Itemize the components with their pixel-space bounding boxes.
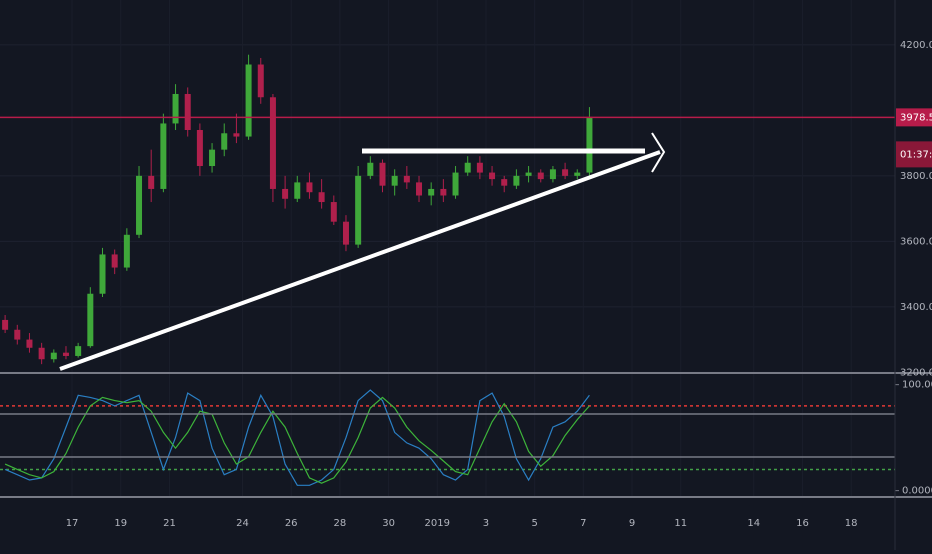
arrow-head <box>651 132 666 173</box>
candle-body <box>367 162 374 176</box>
candle-body <box>464 162 471 173</box>
candle-body <box>403 175 410 183</box>
x-tick-label: 30 <box>382 518 395 529</box>
candle-body <box>416 182 423 196</box>
x-tick-label: 3 <box>483 518 489 529</box>
candle-body <box>318 192 325 203</box>
candle-body <box>379 162 386 186</box>
candle-body <box>282 188 289 199</box>
y-tick-label: 100.0000 <box>902 380 932 391</box>
last-price-box <box>896 108 932 127</box>
oscillator-line <box>4 396 590 484</box>
x-tick-label: 28 <box>334 518 347 529</box>
x-tick-label: 21 <box>163 518 176 529</box>
oscillator-line <box>4 389 590 486</box>
candle-body <box>38 347 45 360</box>
x-tick-label: 17 <box>66 518 79 529</box>
x-tick-label: 5 <box>531 518 537 529</box>
x-tick-label: 18 <box>845 518 858 529</box>
x-tick-label: 16 <box>796 518 809 529</box>
candle-body <box>391 175 398 186</box>
candle-body <box>306 182 313 193</box>
y-tick-label: 3400.00 <box>900 302 932 313</box>
candle-body <box>525 172 532 176</box>
candle-body <box>2 319 9 330</box>
y-tick-label: 0.0000 <box>902 486 932 497</box>
x-tick-label: 19 <box>114 518 127 529</box>
candle-body <box>123 234 130 268</box>
last-price-label: 3978.56 <box>900 112 932 123</box>
countdown-box <box>896 141 932 168</box>
candle-body <box>513 175 520 186</box>
y-tick-label: 3200.00 <box>900 367 932 378</box>
x-tick-label: 14 <box>747 518 760 529</box>
candle-body <box>233 133 240 137</box>
x-tick-label: 2019 <box>425 518 450 529</box>
candle-body <box>355 175 362 245</box>
y-tick-label: 3600.00 <box>900 236 932 247</box>
candle-body <box>245 64 252 137</box>
candle-body <box>440 188 447 196</box>
candle-body <box>294 182 301 199</box>
candle-body <box>342 221 349 245</box>
candle-body <box>562 169 569 176</box>
candle-body <box>537 172 544 180</box>
candle-body <box>26 339 33 348</box>
candle-body <box>221 133 228 150</box>
candle-body <box>330 202 337 222</box>
trend-line <box>59 150 661 371</box>
candle-body <box>160 123 167 189</box>
candle-body <box>111 254 118 268</box>
candle-body <box>257 64 264 98</box>
candle-body <box>75 346 82 356</box>
candle-body <box>172 93 179 124</box>
candle-body <box>269 97 276 189</box>
marks <box>0 54 895 486</box>
x-tick-label: 9 <box>629 518 635 529</box>
y-tick-label: 4200.00 <box>900 40 932 51</box>
candle-body <box>476 162 483 173</box>
candle-body <box>14 329 21 340</box>
candle-body <box>586 116 593 173</box>
candle-body <box>428 188 435 196</box>
candle-body <box>549 169 556 180</box>
candle-body <box>196 130 203 167</box>
candle-body <box>62 352 69 356</box>
candle-body <box>489 172 496 180</box>
candle-body <box>452 172 459 196</box>
x-tick-label: 7 <box>580 518 586 529</box>
candle-body <box>87 293 94 347</box>
axis-labels: 4200.00 3800.00 3600.00 3400.00 3200.00 3978.… <box>66 40 932 529</box>
x-tick-label: 24 <box>236 518 249 529</box>
y-tick-label: 3800.00 <box>900 171 932 182</box>
candle-body <box>209 149 216 167</box>
candle-body <box>50 352 57 360</box>
candle-body <box>99 254 106 294</box>
candle-body <box>148 175 155 189</box>
candle-body <box>574 172 581 176</box>
candle-body <box>501 179 508 186</box>
candle-body <box>136 175 143 235</box>
candle-body <box>184 93 191 131</box>
x-tick-label: 26 <box>285 518 298 529</box>
countdown-label: 01:37:20 <box>900 149 932 160</box>
x-tick-label: 11 <box>674 518 687 529</box>
